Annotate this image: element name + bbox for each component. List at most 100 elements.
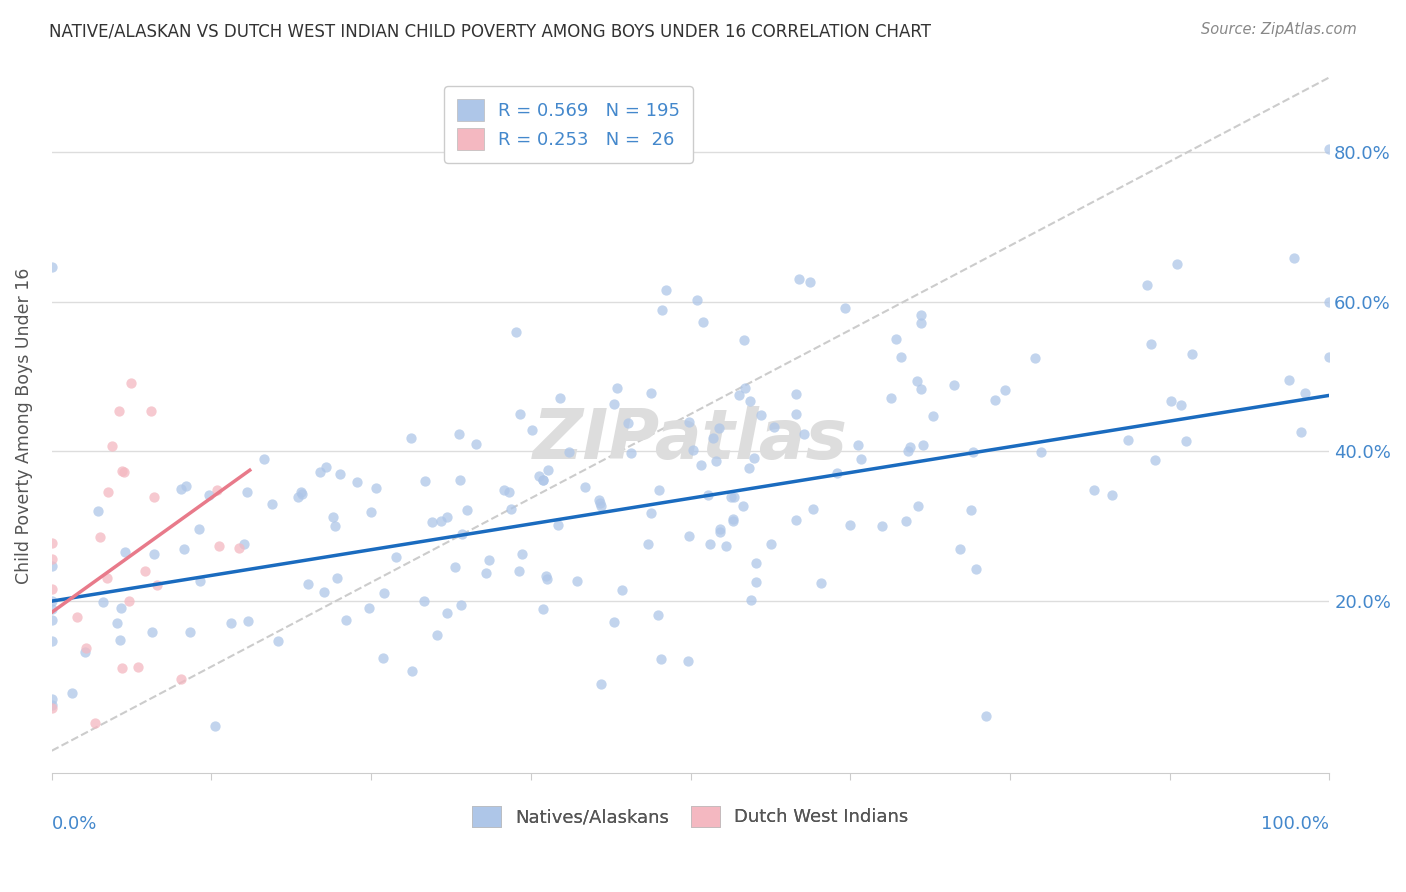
Point bbox=[721, 514, 744, 528]
Point bbox=[606, 381, 628, 395]
Point bbox=[738, 394, 761, 409]
Point bbox=[731, 499, 754, 513]
Point bbox=[430, 514, 453, 528]
Point bbox=[692, 315, 714, 329]
Point bbox=[896, 514, 918, 528]
Point bbox=[1170, 398, 1192, 412]
Point bbox=[905, 374, 928, 388]
Point bbox=[96, 570, 118, 584]
Point bbox=[704, 454, 727, 468]
Point bbox=[145, 578, 167, 592]
Point bbox=[329, 467, 352, 482]
Point bbox=[686, 293, 709, 307]
Point bbox=[447, 426, 470, 441]
Point bbox=[723, 490, 745, 504]
Point bbox=[111, 464, 134, 478]
Point bbox=[110, 600, 132, 615]
Legend: Natives/Alaskans, Dutch West Indians: Natives/Alaskans, Dutch West Indians bbox=[465, 798, 915, 834]
Point bbox=[346, 475, 368, 489]
Point bbox=[1029, 445, 1052, 459]
Point bbox=[228, 541, 250, 556]
Point bbox=[413, 593, 436, 607]
Point bbox=[949, 542, 972, 557]
Point bbox=[799, 275, 821, 289]
Point bbox=[890, 351, 912, 365]
Point bbox=[1166, 257, 1188, 271]
Point bbox=[527, 469, 550, 483]
Point bbox=[699, 537, 721, 551]
Point bbox=[253, 452, 276, 467]
Point bbox=[176, 479, 198, 493]
Point bbox=[505, 325, 527, 339]
Point bbox=[702, 431, 724, 445]
Point bbox=[763, 420, 786, 434]
Point bbox=[1160, 393, 1182, 408]
Point bbox=[740, 593, 762, 607]
Point bbox=[323, 518, 346, 533]
Point bbox=[1101, 488, 1123, 502]
Point bbox=[910, 382, 932, 396]
Point bbox=[620, 446, 643, 460]
Point bbox=[1278, 374, 1301, 388]
Point bbox=[360, 505, 382, 519]
Point bbox=[492, 483, 515, 498]
Point bbox=[536, 572, 558, 586]
Point bbox=[910, 316, 932, 330]
Point bbox=[1118, 433, 1140, 447]
Point bbox=[110, 633, 132, 648]
Point bbox=[709, 523, 731, 537]
Point bbox=[208, 539, 231, 553]
Point bbox=[170, 482, 193, 496]
Point bbox=[759, 537, 782, 551]
Point bbox=[426, 627, 449, 641]
Point bbox=[682, 442, 704, 457]
Point bbox=[197, 488, 219, 502]
Point bbox=[537, 463, 560, 477]
Point bbox=[911, 438, 934, 452]
Point bbox=[75, 640, 97, 655]
Point bbox=[373, 651, 395, 665]
Point bbox=[41, 613, 63, 627]
Point bbox=[640, 385, 662, 400]
Y-axis label: Child Poverty Among Boys Under 16: Child Poverty Among Boys Under 16 bbox=[15, 267, 32, 583]
Point bbox=[962, 444, 984, 458]
Point bbox=[1317, 351, 1340, 365]
Point bbox=[41, 582, 63, 597]
Point bbox=[531, 601, 554, 615]
Point bbox=[364, 481, 387, 495]
Point bbox=[111, 661, 134, 675]
Point bbox=[589, 499, 612, 513]
Point bbox=[41, 634, 63, 648]
Point bbox=[697, 488, 720, 502]
Point bbox=[974, 708, 997, 723]
Point bbox=[291, 487, 314, 501]
Point bbox=[558, 444, 581, 458]
Point bbox=[678, 529, 700, 543]
Point bbox=[707, 421, 730, 435]
Point bbox=[574, 480, 596, 494]
Point bbox=[475, 566, 498, 581]
Point bbox=[655, 284, 678, 298]
Point bbox=[142, 490, 165, 504]
Point bbox=[734, 381, 756, 395]
Point bbox=[1140, 336, 1163, 351]
Point bbox=[118, 594, 141, 608]
Point bbox=[179, 625, 201, 640]
Point bbox=[134, 564, 156, 578]
Point bbox=[187, 523, 209, 537]
Point bbox=[846, 437, 869, 451]
Point bbox=[87, 504, 110, 518]
Point bbox=[745, 575, 768, 590]
Point bbox=[385, 549, 408, 564]
Point bbox=[238, 614, 260, 628]
Text: NATIVE/ALASKAN VS DUTCH WEST INDIAN CHILD POVERTY AMONG BOYS UNDER 16 CORRELATIO: NATIVE/ALASKAN VS DUTCH WEST INDIAN CHIL… bbox=[49, 22, 931, 40]
Point bbox=[498, 484, 520, 499]
Point bbox=[910, 309, 932, 323]
Point bbox=[1291, 425, 1313, 440]
Point bbox=[994, 383, 1017, 397]
Point bbox=[825, 466, 848, 480]
Point bbox=[335, 613, 357, 627]
Point bbox=[870, 519, 893, 533]
Point bbox=[508, 565, 530, 579]
Point bbox=[1135, 277, 1157, 292]
